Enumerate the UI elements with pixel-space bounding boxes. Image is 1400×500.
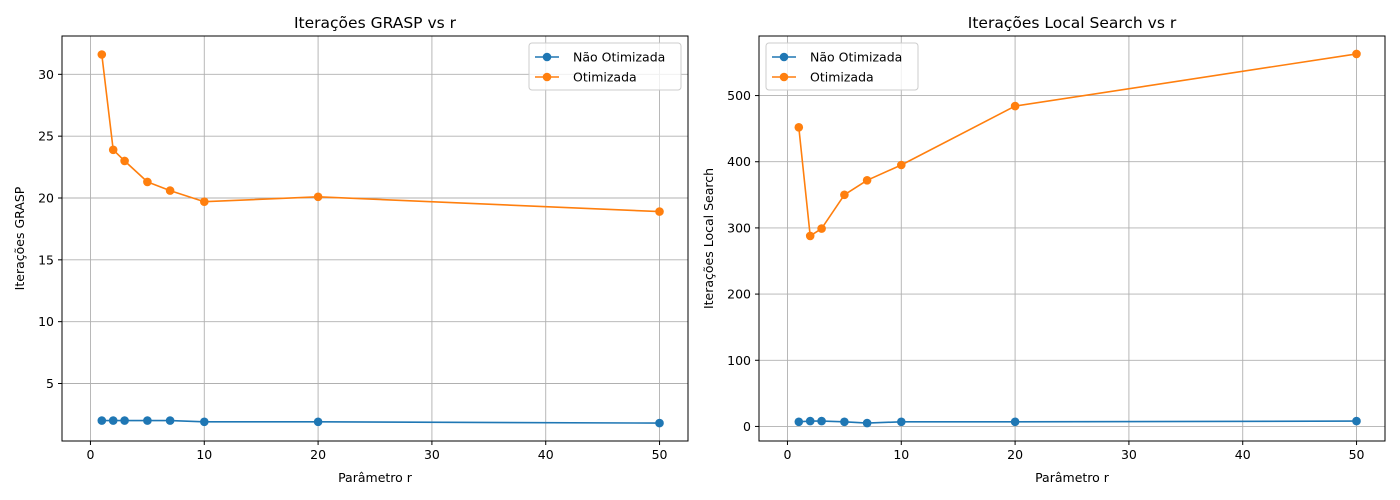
legend-marker-otimizada-local-search (779, 72, 789, 82)
legend-marker-nao-otimizada-local-search (779, 52, 789, 62)
x-tick-label: 20 (310, 447, 326, 462)
y-tick-label: 15 (38, 252, 54, 267)
data-point-otimizada (1010, 101, 1020, 111)
y-tick-label: 5 (46, 376, 54, 391)
data-point-nao-otimizada (794, 417, 804, 427)
chart-title-local-search: Iterações Local Search vs r (968, 14, 1177, 32)
data-point-otimizada (165, 186, 175, 195)
data-point-nao-otimizada (1010, 417, 1020, 427)
x-tick-label: 0 (86, 447, 94, 462)
legend-label-otimizada-local-search: Otimizada (810, 70, 874, 85)
data-point-nao-otimizada (108, 416, 118, 425)
x-axis-label-local-search: Parâmetro r (1035, 470, 1110, 485)
series-line-nao-otimizada (101, 419, 660, 424)
legend-frame-local-search (765, 42, 919, 91)
data-point-nao-otimizada (897, 417, 906, 427)
data-point-otimizada (108, 145, 118, 155)
y-tick-label: 25 (38, 129, 54, 144)
series-line-nao-otimizada (798, 420, 1357, 424)
data-point-otimizada (862, 176, 872, 185)
legend-grasp: Não Otimizada Otimizada (528, 42, 682, 91)
data-point-nao-otimizada (165, 416, 175, 425)
x-tick-label: 0 (783, 447, 791, 462)
data-point-otimizada (97, 50, 107, 59)
grid-lines-local-search (759, 36, 1385, 441)
data-point-otimizada (1352, 49, 1361, 59)
data-point-otimizada (897, 160, 906, 170)
plot-frame-grasp (61, 35, 689, 442)
data-point-otimizada (143, 177, 152, 187)
y-tick-label: 10 (38, 314, 54, 329)
x-tick-label: 30 (424, 447, 440, 462)
data-point-nao-otimizada (817, 416, 826, 426)
chart-title-grasp: Iterações GRASP vs r (294, 14, 457, 32)
data-point-nao-otimizada (120, 416, 129, 425)
legend-local-search: Não Otimizada Otimizada (765, 42, 919, 91)
y-axis-label-grasp: Iterações GRASP (12, 186, 27, 290)
y-tick-label: 300 (727, 220, 751, 235)
series-local-search (794, 49, 1361, 428)
x-tick-label: 50 (652, 447, 668, 462)
legend-marker-nao-otimizada-grasp (542, 52, 552, 62)
x-tick-label: 30 (1121, 447, 1137, 462)
legend-marker-otimizada-grasp (542, 72, 552, 82)
x-tick-label: 40 (1235, 447, 1251, 462)
data-point-otimizada (805, 231, 815, 241)
x-tick-label: 20 (1007, 447, 1023, 462)
data-point-otimizada (794, 123, 804, 132)
plot-frame-local-search (758, 35, 1386, 442)
y-tick-label: 100 (727, 353, 751, 368)
data-point-otimizada (200, 197, 209, 206)
data-point-nao-otimizada (840, 417, 849, 427)
x-tick-label: 10 (893, 447, 909, 462)
legend-label-otimizada-grasp: Otimizada (573, 70, 637, 85)
y-axis-label-local-search: Iterações Local Search (701, 168, 716, 309)
data-point-nao-otimizada (97, 416, 107, 425)
data-point-nao-otimizada (1352, 416, 1361, 426)
y-tick-label: 400 (727, 154, 751, 169)
legend-label-nao-otimizada-grasp: Não Otimizada (573, 50, 665, 65)
data-point-nao-otimizada (200, 417, 209, 427)
data-point-otimizada (120, 156, 129, 166)
ticks-grasp: 0 10 20 30 40 50 5 10 15 20 25 30 (38, 67, 667, 462)
data-point-otimizada (313, 192, 323, 202)
y-tick-label: 200 (727, 287, 751, 302)
grid-lines-grasp (62, 36, 688, 441)
data-point-otimizada (840, 190, 849, 200)
data-point-nao-otimizada (143, 416, 152, 425)
y-tick-label: 500 (727, 88, 751, 103)
x-tick-label: 50 (1349, 447, 1365, 462)
x-axis-label-grasp: Parâmetro r (338, 470, 413, 485)
series-grasp (97, 50, 664, 428)
legend-frame-grasp (528, 42, 682, 91)
x-tick-label: 10 (196, 447, 212, 462)
data-point-otimizada (817, 224, 826, 233)
y-tick-label: 30 (38, 67, 54, 82)
data-point-nao-otimizada (655, 418, 664, 428)
chart-grasp: 0 10 20 30 40 50 5 10 15 20 25 30 Iterações GRASP v… (12, 14, 689, 485)
data-point-nao-otimizada (805, 416, 815, 426)
y-tick-label: 20 (38, 191, 54, 206)
legend-label-nao-otimizada-local-search: Não Otimizada (810, 50, 902, 65)
data-point-nao-otimizada (862, 418, 872, 428)
data-point-nao-otimizada (313, 417, 323, 427)
y-tick-label: 0 (743, 419, 751, 434)
data-point-otimizada (655, 207, 664, 216)
x-tick-label: 40 (538, 447, 554, 462)
